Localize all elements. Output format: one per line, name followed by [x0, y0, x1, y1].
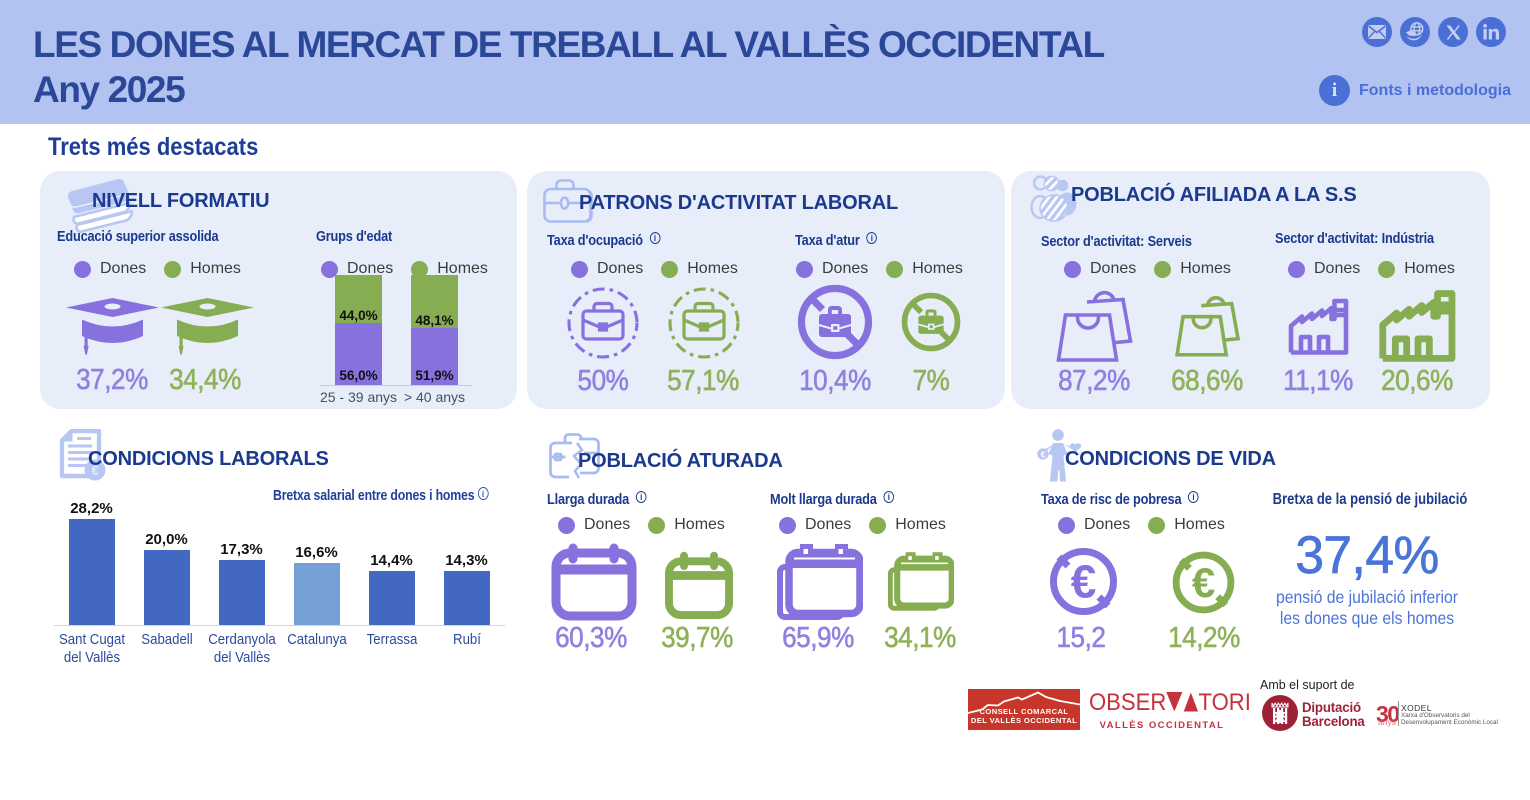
svg-text:€: €: [91, 462, 99, 478]
svg-text:€: €: [1041, 451, 1046, 460]
svg-text:€: €: [1071, 556, 1097, 608]
svg-text:€: €: [1192, 559, 1215, 606]
